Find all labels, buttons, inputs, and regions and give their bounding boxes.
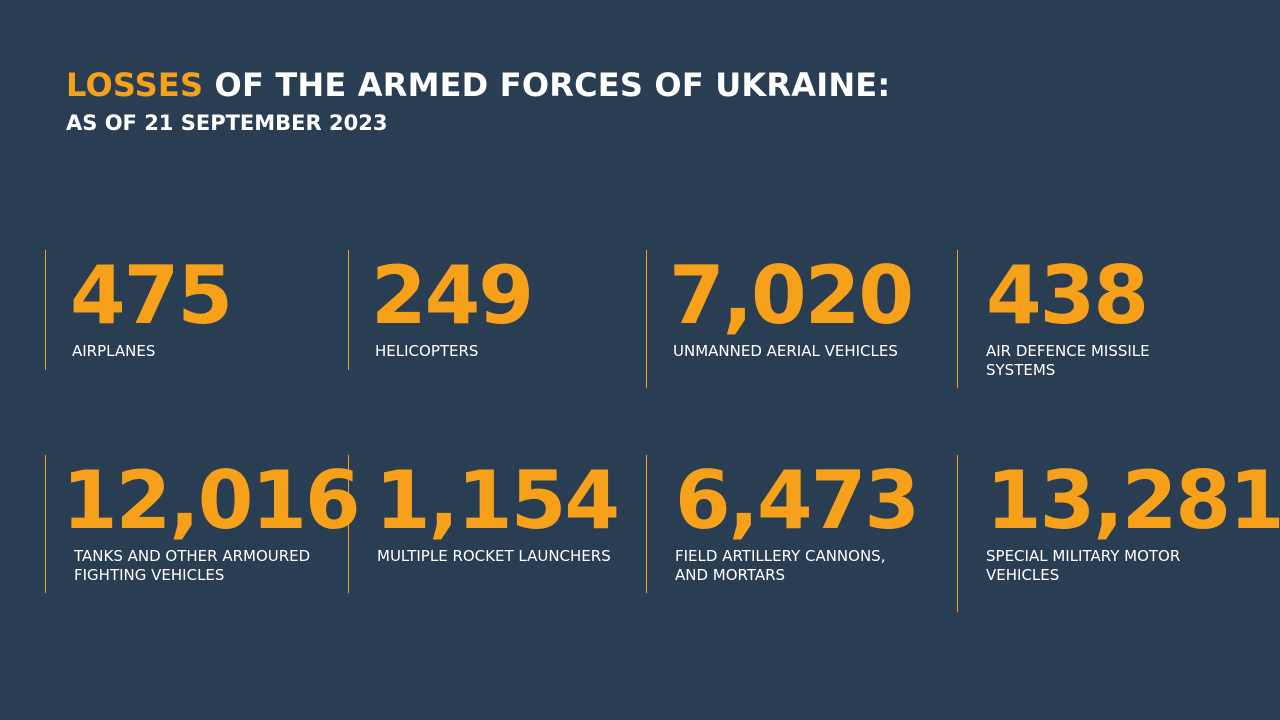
stat-value: 7,020 [669,249,914,342]
stat-label: UNMANNED AERIAL VEHICLES [673,342,898,361]
header: LOSSES OF THE ARMED FORCES OF UKRAINE: A… [66,66,890,136]
stat-label: AIR DEFENCE MISSILE SYSTEMS [986,342,1150,380]
stat-value: 6,473 [675,454,920,547]
stat-tanks: 12,016 TANKS AND OTHER ARMOURED FIGHTING… [45,455,361,593]
stat-label-line: UNMANNED AERIAL VEHICLES [673,342,898,360]
stat-label: MULTIPLE ROCKET LAUNCHERS [377,547,611,566]
stat-label-line: MULTIPLE ROCKET LAUNCHERS [377,547,611,565]
stat-label-line: AND MORTARS [675,566,786,584]
stat-airplanes: 475 AIRPLANES [45,250,325,370]
stat-label-line: HELICOPTERS [375,342,479,360]
stat-special-military-motor-vehicles: 13,281 SPECIAL MILITARY MOTOR VEHICLES [957,455,1280,612]
stat-label-line: TANKS AND OTHER ARMOURED [74,547,311,565]
stat-value: 475 [70,249,233,342]
stat-label-line: SPECIAL MILITARY MOTOR [986,547,1181,565]
stat-helicopters: 249 HELICOPTERS [348,250,628,370]
stat-value: 249 [371,249,534,342]
stat-value: 12,016 [62,454,361,547]
stat-label: TANKS AND OTHER ARMOURED FIGHTING VEHICL… [74,547,310,585]
stat-value: 13,281 [986,454,1280,547]
title-rest: OF THE ARMED FORCES OF UKRAINE: [203,66,891,104]
stat-unmanned-aerial-vehicles: 7,020 UNMANNED AERIAL VEHICLES [646,250,946,388]
stat-field-artillery: 6,473 FIELD ARTILLERY CANNONS, AND MORTA… [646,455,946,593]
stat-multiple-rocket-launchers: 1,154 MULTIPLE ROCKET LAUNCHERS [348,455,643,593]
title-accent: LOSSES [66,66,204,104]
stat-label-line: AIRPLANES [72,342,156,360]
page-subtitle: AS OF 21 SEPTEMBER 2023 [66,111,388,135]
stat-label-line: FIGHTING VEHICLES [74,566,225,584]
stat-label-line: SYSTEMS [986,361,1056,379]
stat-label: FIELD ARTILLERY CANNONS, AND MORTARS [675,547,885,585]
stat-label-line: FIELD ARTILLERY CANNONS, [675,547,886,565]
stat-label: SPECIAL MILITARY MOTOR VEHICLES [986,547,1180,585]
stat-label-line: AIR DEFENCE MISSILE [986,342,1150,360]
stat-value: 438 [986,249,1149,342]
stat-air-defence-missile-systems: 438 AIR DEFENCE MISSILE SYSTEMS [957,250,1237,388]
stat-label-line: VEHICLES [986,566,1060,584]
stat-label: HELICOPTERS [375,342,478,361]
page-title: LOSSES OF THE ARMED FORCES OF UKRAINE: [66,66,890,104]
stat-value: 1,154 [375,454,620,547]
stat-label: AIRPLANES [72,342,155,361]
